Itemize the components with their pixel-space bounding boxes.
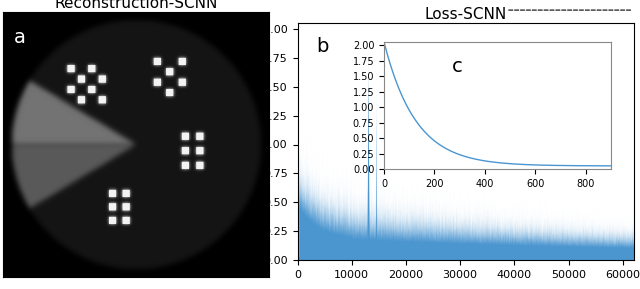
Text: c: c (452, 57, 463, 76)
Text: b: b (316, 37, 328, 56)
Title: Loss-SCNN: Loss-SCNN (424, 7, 507, 22)
Text: a: a (14, 28, 26, 47)
Title: Reconstruction-SCNN: Reconstruction-SCNN (54, 0, 218, 10)
